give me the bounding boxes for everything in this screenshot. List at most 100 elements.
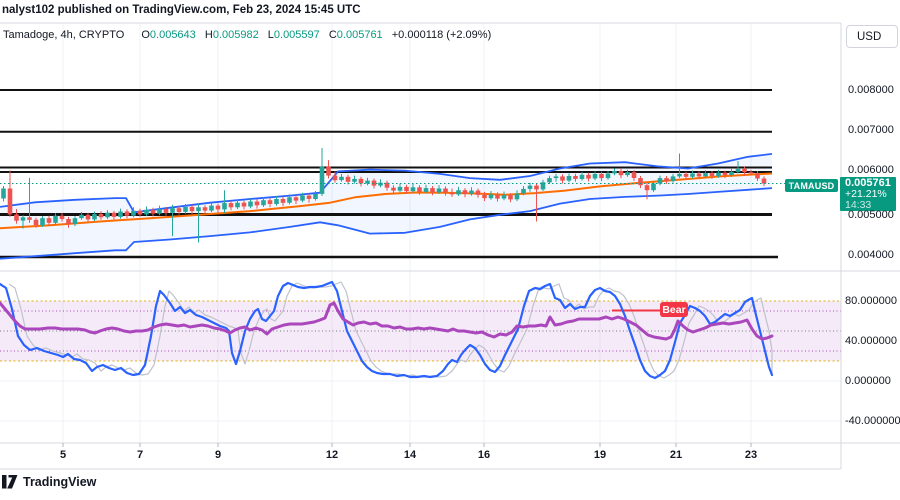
candle-body: [677, 173, 682, 177]
candle-body: [332, 175, 338, 181]
candle-body: [547, 178, 552, 183]
price-axis-label[interactable]: 0.005000: [848, 209, 894, 221]
candle-body: [319, 166, 325, 194]
candle-body: [501, 195, 507, 199]
candle-body: [111, 212, 117, 217]
chart-legend[interactable]: Tamadoge, 4h, CRYPTO O0.005643 H0.005982…: [3, 29, 491, 41]
time-axis-label[interactable]: 12: [325, 449, 339, 461]
candle-body: [241, 202, 247, 207]
indicator-axis-label[interactable]: 0.000000: [845, 375, 891, 387]
candle-body: [118, 211, 123, 217]
open-value: 0.005643: [149, 29, 196, 41]
symbol-title[interactable]: Tamadoge, 4h, CRYPTO: [3, 29, 125, 41]
candle-body: [144, 209, 149, 215]
indicator-axis-label[interactable]: 40.000000: [845, 335, 897, 347]
candle-body: [527, 185, 533, 189]
tradingview-logo-icon: [2, 475, 18, 489]
candle-body: [644, 185, 650, 191]
candle-body: [592, 173, 598, 179]
candle-body: [196, 207, 201, 212]
candle-body: [566, 176, 572, 181]
candle-body: [183, 206, 188, 212]
candle-body: [105, 212, 110, 218]
time-axis-label[interactable]: 16: [477, 449, 491, 461]
candle-body: [729, 171, 734, 176]
candle-body: [293, 197, 299, 201]
footer-brand[interactable]: TradingView: [2, 475, 96, 489]
candle-body: [573, 176, 578, 179]
last-price: 0.005761: [845, 177, 891, 189]
candle-body: [261, 200, 266, 206]
candle-body: [540, 182, 546, 190]
candle-body: [443, 188, 448, 193]
candle-body: [761, 178, 767, 184]
indicator-axis-label[interactable]: -40.000000: [845, 415, 900, 427]
candle-body: [345, 176, 351, 182]
candle-body: [202, 207, 208, 211]
candle-body: [631, 172, 637, 178]
candle-body: [514, 193, 520, 200]
candle-body: [657, 178, 663, 184]
candle-body: [20, 217, 26, 221]
low-value: 0.005597: [273, 29, 320, 41]
candle-body: [683, 173, 689, 177]
candle-body: [7, 188, 13, 215]
candle-body: [391, 187, 396, 191]
price-axis-label[interactable]: 0.007000: [848, 124, 894, 136]
candle-body: [417, 187, 422, 192]
candle-body: [72, 218, 78, 224]
candle-body: [436, 188, 442, 193]
bollinger-fill: [0, 153, 772, 259]
time-axis-label[interactable]: 19: [593, 449, 607, 461]
candle-body: [339, 176, 344, 181]
time-axis-label[interactable]: 9: [214, 449, 222, 461]
currency-selector[interactable]: USD: [846, 25, 898, 48]
bollinger-upper: [0, 153, 773, 214]
time-axis-label[interactable]: 5: [59, 449, 67, 461]
price-axis-label[interactable]: 0.006000: [848, 164, 894, 176]
price-axis-label[interactable]: 0.008000: [848, 84, 894, 96]
change-value: +0.000118 (+2.09%): [391, 29, 492, 41]
candle-body: [365, 180, 370, 184]
candle-body: [703, 173, 708, 177]
candle-body: [85, 214, 91, 220]
bollinger-lower: [0, 187, 773, 260]
close-value: 0.005761: [336, 29, 383, 41]
candle-body: [53, 215, 58, 223]
candle-body: [553, 176, 559, 179]
candle-body: [638, 178, 643, 186]
candle-body: [254, 201, 260, 206]
candle-body: [176, 208, 182, 212]
open-label: O: [141, 29, 150, 41]
indicator-axis-label[interactable]: 80.000000: [845, 295, 897, 307]
candle-body: [709, 173, 715, 176]
candle-body: [456, 190, 461, 195]
candle-body: [313, 194, 318, 199]
candle-body: [430, 188, 435, 193]
time-axis-label[interactable]: 14: [403, 449, 417, 461]
bear-annotation[interactable]: Bear: [660, 302, 688, 317]
bar-countdown: 14:33: [845, 199, 872, 211]
candle-body: [651, 183, 656, 191]
time-axis-label[interactable]: 21: [669, 449, 683, 461]
time-axis-label[interactable]: 23: [744, 449, 758, 461]
candle-body: [124, 211, 130, 216]
close-label: C: [328, 29, 337, 41]
candle-body: [46, 218, 52, 223]
price-axis-label[interactable]: 0.004000: [848, 249, 894, 261]
candle-body: [462, 190, 468, 194]
candle-body: [404, 186, 409, 192]
candle-body: [14, 214, 19, 221]
candle-body: [618, 171, 624, 176]
high-value: 0.005982: [212, 29, 259, 41]
candle-body: [248, 201, 253, 207]
candle-body: [371, 180, 377, 186]
candle-body: [137, 210, 143, 215]
candle-body: [475, 190, 481, 195]
candle-body: [586, 174, 591, 179]
candle-body: [423, 188, 429, 192]
price-change-pct: +21.21%: [845, 188, 887, 200]
candle-body: [605, 173, 611, 179]
time-axis-label[interactable]: 7: [136, 449, 144, 461]
